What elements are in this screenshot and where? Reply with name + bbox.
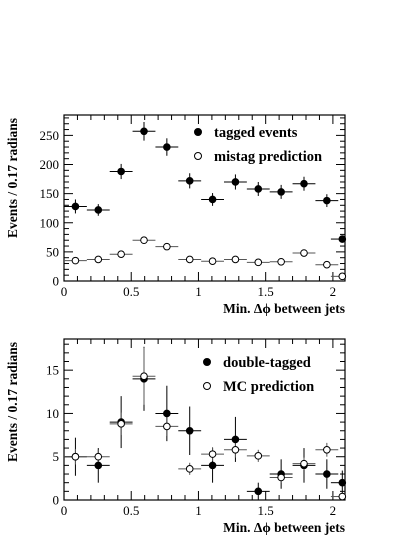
mc-prediction-point [277, 473, 285, 482]
tagged-events-legend-label: tagged events [214, 125, 298, 141]
bottom-x-tick-label: 0.5 [123, 503, 139, 518]
top-x-tick-label: 0 [61, 284, 68, 299]
double-tagged-point [185, 426, 194, 435]
bottom-y-tick-label: 0 [53, 493, 60, 508]
tagged-events-point [254, 185, 263, 193]
bottom-x-axis-label: Min. Δϕ between jets [223, 520, 345, 535]
double-tagged-point [254, 487, 263, 496]
bottom-y-tick-label: 5 [53, 449, 60, 464]
top-y-tick-label: 150 [40, 186, 60, 201]
mc-prediction-point [71, 452, 80, 461]
double-tagged-point [323, 470, 331, 478]
mistag-prediction-point [140, 236, 148, 245]
mistag-prediction-point [300, 249, 308, 257]
bottom-x-tick-label: 2 [330, 503, 337, 518]
double-tagged-point [94, 461, 103, 470]
top-y-tick-label: 0 [53, 274, 60, 289]
bottom-data-marks [64, 346, 347, 501]
top-plot-frame [63, 114, 346, 282]
mistag-prediction-point [117, 250, 125, 259]
top-y-tick-label: 100 [40, 215, 60, 230]
mc-prediction-legend-marker [203, 382, 211, 390]
mistag-prediction-point [231, 255, 240, 264]
mc-prediction-legend-label: MC prediction [223, 379, 314, 395]
mc-prediction-point [323, 445, 331, 454]
top-axis-ticks: 0 0.5 1 1.5 2 0 50 100 150 200 250 [40, 115, 345, 299]
mc-prediction-point [231, 445, 240, 454]
tagged-events-point [208, 195, 217, 204]
bottom-y-tick-label: 10 [46, 406, 59, 421]
tagged-events-legend-marker [194, 128, 202, 136]
bottom-x-tick-label: 0 [61, 503, 68, 518]
top-x-axis-label: Min. Δϕ between jets [223, 301, 345, 316]
bottom-axis-ticks: 0 0.5 1 1.5 2 0 5 10 15 [46, 339, 345, 518]
bottom-legend: double-tagged MC prediction [203, 355, 314, 395]
mistag-prediction-point [208, 257, 217, 265]
mc-prediction-point [117, 420, 125, 428]
top-y-tick-label: 250 [40, 128, 60, 143]
double-tagged-point [231, 435, 240, 444]
bottom-x-tick-label: 1.5 [258, 503, 274, 518]
mistag-prediction-legend-marker [194, 152, 202, 160]
double-tagged-point [163, 409, 171, 418]
mistag-prediction-legend-label: mistag prediction [214, 149, 322, 165]
top-data-marks [64, 121, 347, 281]
mistag-prediction-point [254, 258, 263, 267]
mistag-prediction-point [163, 242, 171, 251]
tagged-events-point [323, 196, 331, 205]
mc-prediction-point [300, 459, 308, 468]
bottom-plot-frame [63, 338, 346, 501]
mc-prediction-point [208, 450, 217, 458]
mc-prediction-point [338, 492, 347, 501]
mc-prediction-point [185, 465, 194, 473]
double-tagged-point [338, 478, 347, 487]
mistag-prediction-point [185, 255, 194, 264]
top-x-tick-label: 1 [195, 284, 202, 299]
bottom-y-tick-label: 15 [46, 363, 59, 378]
double-tagged-legend-label: double-tagged [223, 355, 311, 371]
bottom-x-tick-label: 1 [195, 503, 202, 518]
top-x-tick-label: 2 [330, 284, 337, 299]
bottom-panel: 0 0.5 1 1.5 2 0 5 10 15 double-tagged MC predicti… [5, 338, 347, 535]
mc-prediction-point [163, 422, 171, 431]
top-x-tick-label: 1.5 [258, 284, 274, 299]
mistag-prediction-point [338, 272, 347, 281]
tagged-events-point [300, 179, 308, 188]
mistag-prediction-point [71, 256, 80, 265]
mc-prediction-point [254, 452, 263, 460]
double-tagged-point [208, 461, 217, 470]
mc-prediction-point [140, 372, 148, 381]
top-y-tick-label: 50 [46, 244, 59, 259]
tagged-events-point [277, 188, 285, 196]
tagged-events-point [71, 202, 80, 211]
top-panel: 0 0.5 1 1.5 2 0 50 100 150 200 250 tagged events mi… [5, 114, 347, 316]
mistag-prediction-point [323, 260, 331, 269]
double-tagged-legend-marker [203, 358, 211, 366]
tagged-events-point [140, 127, 148, 136]
tagged-events-point [231, 178, 240, 186]
top-y-axis-label: Events / 0.17 radians [5, 118, 20, 238]
top-legend: tagged events mistag prediction [194, 125, 322, 165]
bottom-y-axis-label: Events / 0.17 radians [5, 342, 20, 462]
top-y-tick-label: 200 [40, 157, 60, 172]
tagged-events-point [117, 167, 125, 176]
mistag-prediction-point [94, 255, 103, 264]
tagged-events-point [163, 143, 171, 151]
mistag-prediction-point [277, 257, 285, 266]
top-x-tick-label: 0.5 [123, 284, 139, 299]
tagged-events-point [338, 235, 347, 243]
tagged-events-point [94, 206, 103, 214]
tagged-events-point [185, 177, 194, 185]
mc-prediction-point [94, 452, 103, 461]
